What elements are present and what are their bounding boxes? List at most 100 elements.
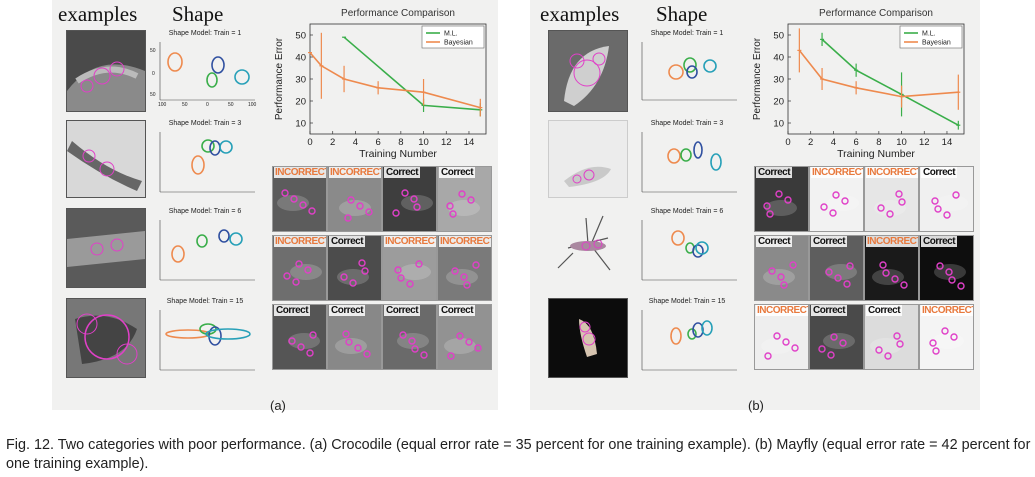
- detection-overlay: [825, 262, 857, 288]
- feature-marker: [401, 189, 409, 197]
- feature-marker: [936, 262, 944, 270]
- result-label: Correct: [329, 236, 366, 247]
- example-photo: [66, 120, 146, 198]
- result-label: INCORRECT: [866, 167, 918, 178]
- feature-marker: [467, 196, 475, 204]
- feature-marker: [420, 351, 428, 359]
- object-shape: [337, 269, 369, 285]
- result-thumbnail: Correct: [327, 235, 382, 301]
- result-label: Correct: [811, 236, 848, 247]
- feature-marker: [941, 327, 949, 335]
- example-photo: [66, 30, 146, 112]
- detection-overlay: [872, 261, 908, 289]
- shape-model-plot: Shape Model: Train = 15: [150, 298, 260, 378]
- feature-marker: [775, 190, 783, 198]
- feature-marker: [900, 281, 908, 289]
- object-shape: [932, 333, 964, 349]
- result-thumbnail: INCORRECT: [327, 166, 382, 232]
- detection-overlay: [874, 190, 906, 218]
- feature-marker: [358, 259, 366, 267]
- result-label: Correct: [384, 305, 421, 316]
- shape-model-plot: Shape Model: Train = 6: [632, 208, 742, 288]
- feature-marker: [344, 214, 352, 222]
- feature-marker: [834, 274, 842, 282]
- feature-marker: [309, 331, 317, 339]
- shape-model-title: Shape Model: Train = 6: [168, 208, 242, 215]
- xtick-label: 100: [248, 102, 257, 108]
- result-thumbnail: INCORRECT: [864, 166, 919, 232]
- legend-label: Bayesian: [922, 40, 951, 47]
- y-tick-label: 50: [295, 31, 306, 42]
- feature-marker: [458, 190, 466, 198]
- feature-marker: [891, 275, 899, 283]
- object-shape: [288, 333, 320, 349]
- result-label: INCORRECT: [384, 236, 436, 247]
- feature-marker: [952, 191, 960, 199]
- object-shape: [399, 264, 431, 280]
- feature-marker: [884, 352, 892, 360]
- detection-overlay: [934, 262, 966, 290]
- detection-overlay: [277, 189, 316, 215]
- feature-marker: [784, 196, 792, 204]
- y-tick-label: 50: [773, 31, 784, 42]
- shape-model-title: Shape Model: Train = 3: [168, 120, 242, 127]
- x-tick-label: 6: [853, 137, 858, 148]
- shape-model-title: Shape Model: Train = 15: [166, 298, 244, 305]
- feature-marker: [896, 340, 904, 348]
- detection-overlay: [929, 327, 964, 355]
- y-tick-label: 30: [295, 75, 306, 86]
- x-tick-label: 0: [307, 137, 312, 148]
- sublabel-a: (a): [270, 398, 286, 413]
- feature-marker: [841, 197, 849, 205]
- feature-marker: [791, 344, 799, 352]
- feature-marker: [449, 210, 457, 218]
- series-line-bayesian: [798, 49, 959, 98]
- result-thumbnail: Correct: [327, 304, 382, 370]
- y-axis-label: Performance Error: [752, 37, 763, 120]
- feature-marker: [945, 268, 953, 276]
- feature-marker: [308, 207, 316, 215]
- object-shape: [936, 195, 968, 211]
- y-tick-label: 30: [773, 75, 784, 86]
- result-label: Correct: [866, 305, 903, 316]
- shape-model-title: Shape Model: Train = 6: [650, 208, 724, 215]
- ytick-label: 50: [150, 48, 156, 54]
- performance-chart: Performance Comparison 0 2 4 6 8 10 12 14 10 20 30 4…: [274, 8, 487, 160]
- result-thumbnail: Correct: [809, 235, 864, 301]
- result-label: INCORRECT: [921, 305, 973, 316]
- result-label: Correct: [329, 305, 366, 316]
- detection-overlay: [446, 261, 480, 289]
- shape-model-plot: Shape Model: Train = 15: [632, 298, 742, 378]
- example-photo: [66, 298, 146, 378]
- legend-label: Bayesian: [444, 40, 473, 47]
- feature-marker: [340, 273, 348, 281]
- feature-marker: [879, 261, 887, 269]
- result-thumbnail: INCORRECT: [754, 304, 809, 370]
- y-tick-label: 40: [295, 53, 306, 64]
- object-shape: [823, 333, 855, 349]
- x-axis-label: Training Number: [359, 148, 437, 160]
- object-shape: [761, 338, 793, 354]
- feature-marker: [281, 189, 289, 197]
- feature-marker: [410, 195, 418, 203]
- feature-marker: [780, 281, 788, 289]
- result-thumbnail: Correct: [754, 166, 809, 232]
- result-label: Correct: [921, 167, 958, 178]
- result-thumbnail: Correct: [754, 235, 809, 301]
- feature-marker: [399, 331, 407, 339]
- x-tick-label: 8: [876, 137, 881, 148]
- result-thumbnail: Correct: [437, 166, 492, 232]
- xtick-label: 50: [182, 102, 188, 108]
- detection-overlay: [761, 332, 799, 360]
- feature-marker: [957, 282, 965, 290]
- feature-marker: [456, 332, 464, 340]
- result-label: INCORRECT: [811, 167, 863, 178]
- result-label: Correct: [756, 167, 793, 178]
- result-label: INCORRECT: [274, 167, 326, 178]
- detection-overlay: [446, 190, 480, 218]
- detection-overlay: [337, 259, 369, 287]
- shape-model-title: Shape Model: Train = 1: [650, 30, 724, 37]
- feature-marker: [948, 276, 956, 284]
- feature-marker: [830, 333, 838, 341]
- example-photo: [66, 208, 146, 288]
